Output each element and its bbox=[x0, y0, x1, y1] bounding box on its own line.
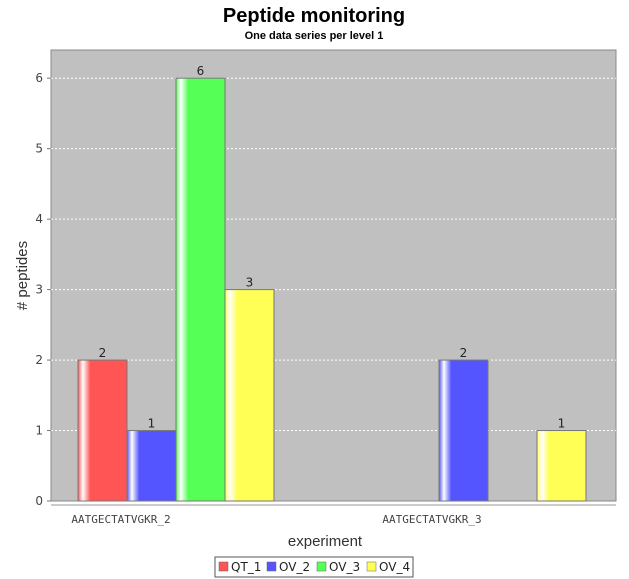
bar-OV_3 bbox=[175, 77, 226, 502]
legend-swatch bbox=[316, 561, 327, 572]
bar-OV_2 bbox=[438, 359, 489, 502]
bar-OV_2 bbox=[126, 430, 177, 502]
y-tick-label: 2 bbox=[35, 353, 43, 367]
legend-item: OV_3 bbox=[329, 560, 360, 574]
bars bbox=[77, 77, 587, 502]
bar-OV_4 bbox=[536, 430, 587, 502]
bar-QT_1 bbox=[77, 359, 128, 502]
legend-box bbox=[214, 556, 414, 578]
data-label: 1 bbox=[148, 417, 156, 431]
legend-item: OV_4 bbox=[379, 560, 410, 574]
legend-item: OV_2 bbox=[279, 560, 310, 574]
chart-title: Peptide monitoring bbox=[223, 5, 405, 27]
data-labels: 2 1 6 3 2 1 bbox=[99, 64, 566, 430]
axes: 0 1 2 3 4 5 6 AATGECTATVGKR_2 AATGECTATVGKR_3 bbox=[35, 71, 616, 526]
y-tick-label: 4 bbox=[35, 212, 43, 226]
plot-area bbox=[50, 49, 617, 502]
legend: QT_1 OV_2 OV_3 OV_4 bbox=[214, 556, 414, 578]
legend-swatch bbox=[218, 561, 229, 572]
data-label: 2 bbox=[460, 346, 468, 360]
y-tick-label: 5 bbox=[35, 142, 43, 156]
category-label: AATGECTATVGKR_3 bbox=[382, 513, 481, 526]
x-axis-label: experiment bbox=[288, 533, 363, 550]
y-tick-label: 6 bbox=[35, 71, 43, 85]
y-tick-label: 1 bbox=[35, 424, 43, 438]
legend-item: QT_1 bbox=[231, 560, 261, 574]
data-label: 6 bbox=[197, 64, 205, 78]
y-tick-label: 3 bbox=[35, 283, 43, 297]
chart-subtitle: One data series per level 1 bbox=[245, 30, 384, 42]
data-label: 3 bbox=[246, 276, 254, 290]
category-label: AATGECTATVGKR_2 bbox=[71, 513, 170, 526]
y-tick-label: 0 bbox=[35, 494, 43, 508]
y-axis-label: # peptides bbox=[14, 241, 31, 310]
legend-swatch bbox=[366, 561, 377, 572]
data-label: 1 bbox=[558, 417, 566, 431]
legend-swatch bbox=[266, 561, 277, 572]
data-label: 2 bbox=[99, 346, 107, 360]
bar-OV_4 bbox=[224, 289, 275, 502]
